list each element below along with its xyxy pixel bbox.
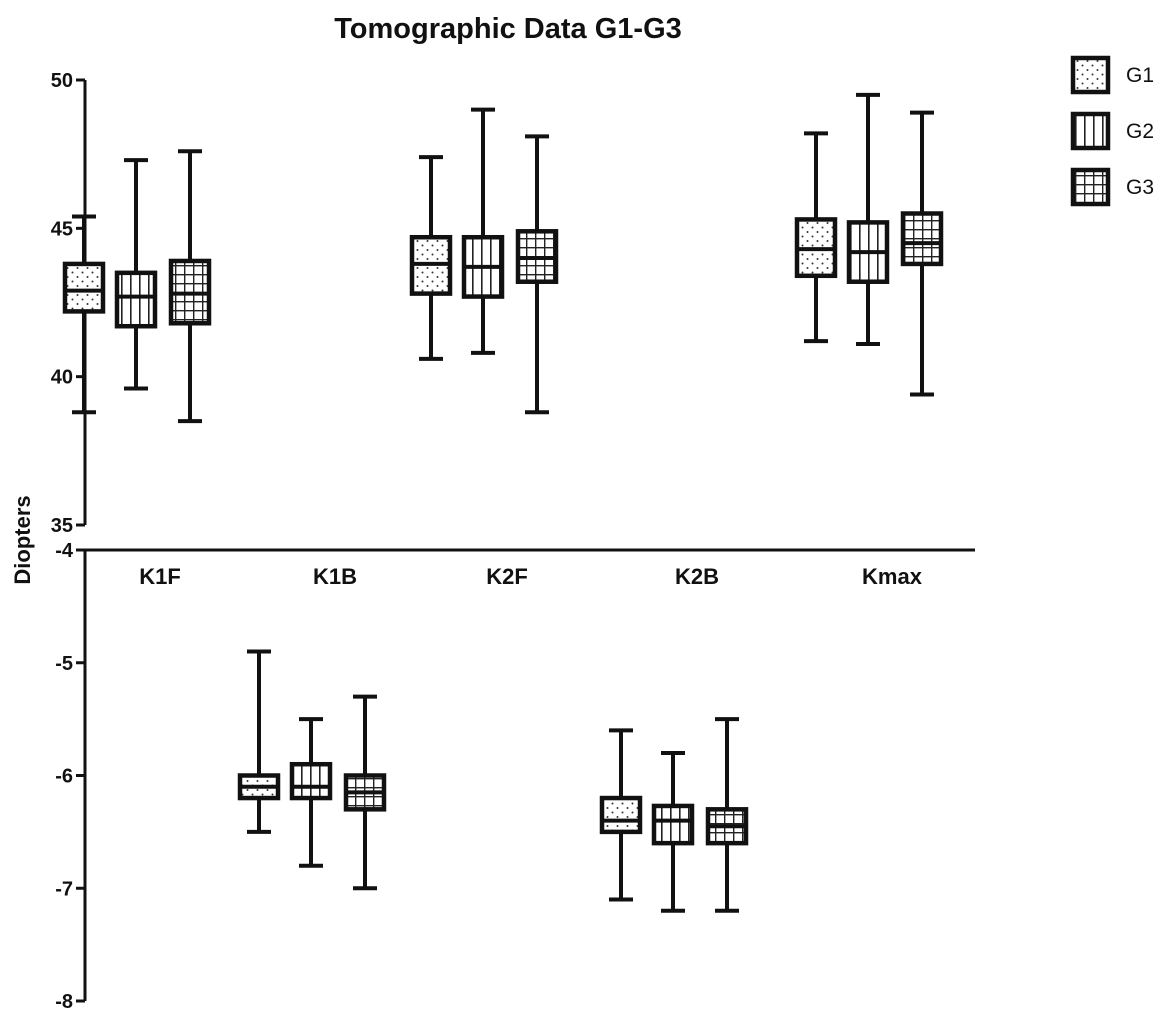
legend: G1 G2 G3	[1070, 55, 1154, 207]
box-k1b-g2	[289, 717, 333, 868]
box-iqr	[900, 211, 944, 267]
x-tick-label-k2b: K2B	[675, 564, 719, 589]
box-kmax-g2	[846, 92, 890, 347]
upper-y-tick-label: 35	[51, 515, 73, 537]
upper-y-tick-label: 45	[51, 218, 73, 240]
chart-title: Tomographic Data G1-G3	[334, 13, 682, 45]
y-axis-label: Diopters	[10, 495, 35, 584]
lower-y-tick-label: -5	[55, 653, 73, 675]
lower-y-tick-label: -8	[55, 991, 73, 1012]
lower-y-tick-label: -4	[55, 540, 74, 562]
legend-swatch-g3	[1070, 167, 1111, 207]
box-k2f-g3	[515, 134, 559, 415]
box-k1b-g3	[343, 694, 387, 891]
box-k1f-g3	[168, 149, 212, 424]
x-tick-label-kmax: Kmax	[862, 564, 923, 589]
box-iqr	[599, 795, 643, 835]
lower-y-axis: -4 -5 -6 -7 -8	[55, 540, 87, 1012]
lower-y-tick-label: -6	[55, 766, 73, 788]
box-iqr	[114, 270, 158, 329]
legend-swatch-g2	[1070, 111, 1111, 151]
box-series	[62, 92, 944, 913]
upper-y-tick-label: 40	[51, 367, 73, 389]
box-kmax-g1	[794, 131, 838, 344]
box-iqr	[289, 761, 333, 801]
box-iqr	[651, 803, 695, 846]
legend-label-g2: G2	[1126, 120, 1154, 143]
box-k2f-g1	[409, 155, 453, 361]
legend-label-g1: G1	[1126, 64, 1154, 87]
upper-y-tick-label: 50	[51, 70, 73, 92]
legend-label-g3: G3	[1126, 176, 1154, 199]
x-tick-label-k1b: K1B	[313, 564, 357, 589]
x-tick-label-k1f: K1F	[139, 564, 181, 589]
x-tick-label-k2f: K2F	[486, 564, 528, 589]
box-kmax-g3	[900, 110, 944, 397]
box-k2b-g2	[651, 750, 695, 913]
legend-swatch-g1	[1070, 55, 1111, 95]
x-axis: K1F K1B K2F K2B Kmax	[76, 548, 975, 589]
box-k1f-g2	[114, 158, 158, 391]
box-iqr	[62, 261, 106, 314]
box-k2b-g1	[599, 728, 643, 902]
box-k1f-g1	[62, 214, 106, 415]
box-k2b-g3	[705, 717, 749, 913]
box-k1b-g1	[237, 649, 281, 834]
lower-y-tick-label: -7	[55, 878, 73, 900]
box-k2f-g2	[461, 107, 505, 355]
